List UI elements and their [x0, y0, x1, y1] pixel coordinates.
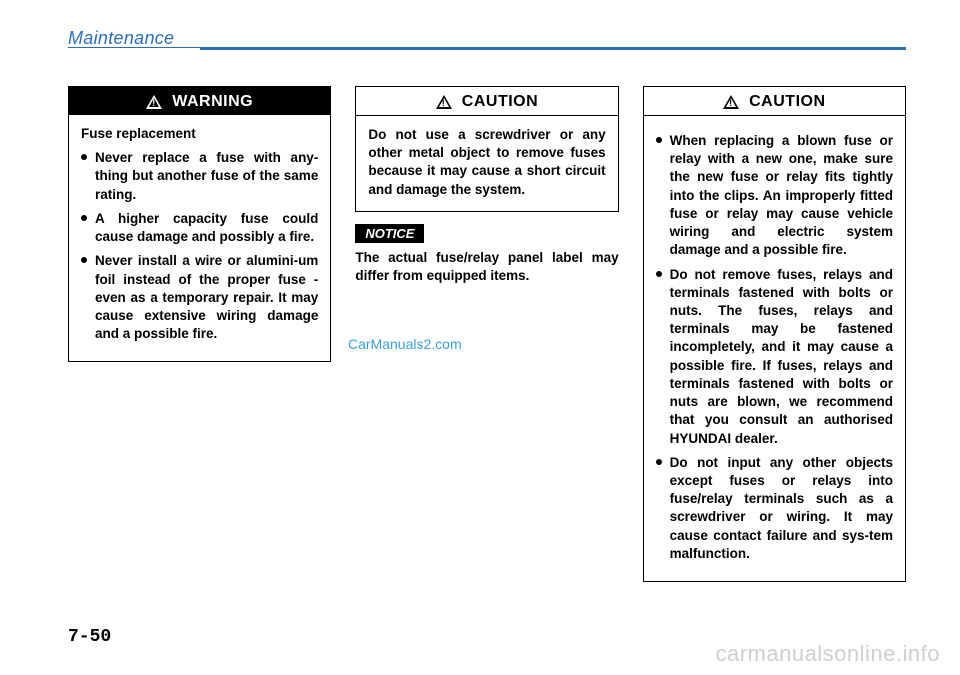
caution-box-2: CAUTION When replacing a blown fuse or r…: [643, 86, 906, 582]
notice-tag: NOTICE: [355, 224, 424, 243]
warning-header: WARNING: [69, 87, 330, 115]
caution-body-2: When replacing a blown fuse or relay wit…: [644, 116, 905, 581]
list-item: Never replace a fuse with any-thing but …: [81, 149, 318, 204]
caution-label-2: CAUTION: [749, 93, 825, 111]
header-rule-thick: [200, 47, 906, 50]
warning-subhead: Fuse replacement: [81, 125, 318, 143]
list-item: Do not remove fuses, relays and terminal…: [656, 266, 893, 448]
watermark-bottom: carmanualsonline.info: [715, 641, 940, 667]
warning-icon: [146, 95, 162, 109]
caution-icon: [723, 95, 739, 109]
list-item: A higher capacity fuse could cause damag…: [81, 210, 318, 246]
column-3: CAUTION When replacing a blown fuse or r…: [643, 86, 906, 594]
section-title: Maintenance: [68, 28, 174, 48]
watermark-middle: CarManuals2.com: [348, 336, 462, 352]
caution-box-1: CAUTION Do not use a screwdriver or any …: [355, 86, 618, 212]
list-item: Never install a wire or alumini-um foil …: [81, 252, 318, 343]
caution-header: CAUTION: [356, 87, 617, 116]
warning-bullets: Never replace a fuse with any-thing but …: [81, 149, 318, 343]
caution-body-1: Do not use a screwdriver or any other me…: [356, 116, 617, 211]
warning-box: WARNING Fuse replacement Never replace a…: [68, 86, 331, 362]
column-1: WARNING Fuse replacement Never replace a…: [68, 86, 331, 594]
caution-bullets: When replacing a blown fuse or relay wit…: [656, 132, 893, 563]
page-number: 7-50: [68, 627, 111, 647]
caution-icon: [436, 95, 452, 109]
warning-body: Fuse replacement Never replace a fuse wi…: [69, 115, 330, 361]
manual-page: Maintenance WARNING Fuse replacement Nev…: [0, 0, 960, 675]
list-item: Do not input any other objects except fu…: [656, 454, 893, 563]
warning-label: WARNING: [172, 93, 253, 111]
list-item: When replacing a blown fuse or relay wit…: [656, 132, 893, 260]
notice-text: The actual fuse/relay panel label may di…: [355, 249, 618, 285]
page-header: Maintenance: [68, 28, 906, 56]
caution-header-2: CAUTION: [644, 87, 905, 116]
content-columns: WARNING Fuse replacement Never replace a…: [68, 86, 906, 594]
caution-label: CAUTION: [462, 93, 538, 111]
notice-block: NOTICE The actual fuse/relay panel label…: [355, 224, 618, 285]
